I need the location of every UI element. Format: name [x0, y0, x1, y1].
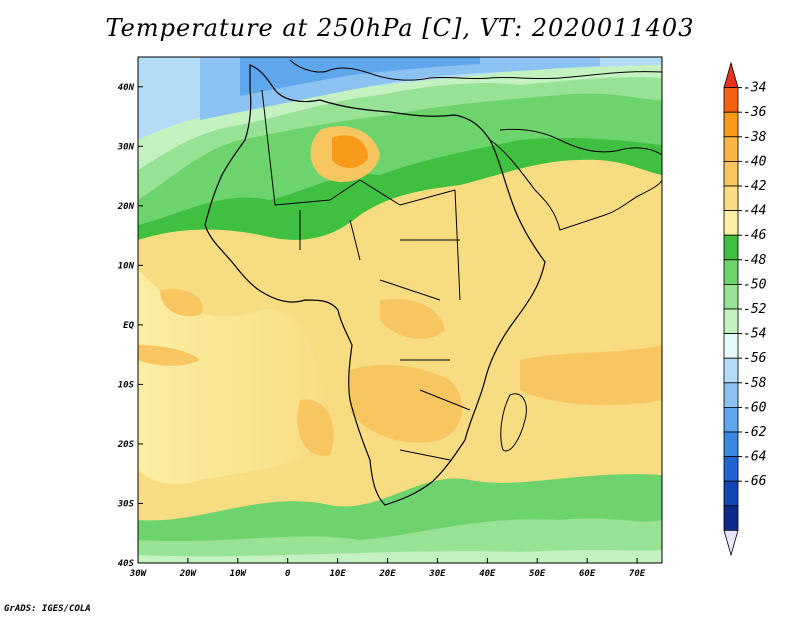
- lat-tick-label: 20S: [117, 440, 135, 450]
- lon-tick-label: 10W: [230, 569, 248, 579]
- colorbar-swatch: [723, 406, 739, 433]
- colorbar-level-label: -40: [743, 154, 767, 169]
- colorbar-level-label: -60: [743, 400, 767, 415]
- colorbar-swatch: [723, 357, 739, 384]
- footer-credit: GrADS: IGES/COLA: [4, 604, 91, 614]
- lon-tick-label: 50E: [529, 569, 546, 579]
- lat-tick-label: 20N: [117, 202, 135, 212]
- colorbar-swatch: [723, 160, 739, 187]
- lat-tick-label: 10S: [118, 380, 135, 390]
- colorbar-level-label: -44: [743, 204, 766, 219]
- lon-tick-label: 30E: [428, 569, 446, 579]
- colorbar-level-label: -64: [743, 450, 766, 465]
- latitude-axis: 40N 30N 20N 10N EQ 10S 20S 30S 40S: [117, 83, 143, 569]
- colorbar-level-label: -34: [743, 81, 766, 96]
- colorbar-swatch: [723, 259, 739, 285]
- colorbar-swatch: [723, 283, 739, 310]
- colorbar-level-label: -56: [743, 351, 767, 366]
- colorbar-swatch: [723, 210, 739, 236]
- lat-tick-label: EQ: [123, 321, 134, 331]
- lat-tick-label: 40N: [118, 83, 135, 93]
- colorbar-swatch: [723, 136, 739, 162]
- map-title: Temperature at 250hPa [C], VT: 202001140…: [105, 14, 695, 42]
- lat-tick-label: 30N: [117, 142, 135, 152]
- colorbar-level-label: -36: [743, 105, 767, 120]
- lat-tick-label: 30S: [117, 499, 135, 509]
- colorbar-swatch: [723, 234, 739, 261]
- colorbar-top-arrow: [723, 61, 739, 88]
- lat-tick-label: 40S: [118, 559, 135, 569]
- map-frame: [137, 56, 663, 564]
- colorbar-swatch: [723, 431, 739, 458]
- lon-tick-label: 70E: [629, 569, 646, 579]
- lon-tick-label: 20W: [179, 569, 198, 579]
- colorbar-swatch: [723, 308, 739, 335]
- colorbar-level-label: -54: [743, 327, 766, 342]
- temperature-field: [138, 57, 662, 563]
- colorbar-level-label: -52: [743, 302, 767, 317]
- colorbar-swatch: [723, 505, 739, 531]
- colorbar-swatch: [723, 333, 739, 359]
- colorbar: -34 -36 -38 -40 -42 -44 -46 -48 -50 -52 -54 -56 -58 -…: [723, 61, 767, 557]
- colorbar-level-label: -58: [743, 376, 767, 391]
- colorbar-level-label: -48: [743, 253, 767, 268]
- coastline-overlay: [204, 59, 662, 506]
- lon-tick-label: 0: [285, 569, 291, 579]
- colorbar-level-label: -42: [743, 179, 767, 194]
- colorbar-level-label: -50: [743, 277, 767, 292]
- lon-tick-label: 30W: [129, 569, 148, 579]
- lon-tick-label: 10E: [329, 569, 346, 579]
- colorbar-swatch: [723, 111, 739, 138]
- lat-tick-label: 10N: [118, 261, 135, 271]
- lon-tick-label: 40E: [479, 569, 496, 579]
- colorbar-level-label: -38: [743, 130, 767, 145]
- colorbar-swatch: [723, 185, 739, 212]
- longitude-axis: 30W 20W 10W 0 10E 20E 30E 40E 50E 60E 70E: [129, 558, 646, 579]
- colorbar-swatch: [723, 480, 739, 507]
- lon-tick-label: 60E: [579, 569, 596, 579]
- colorbar-level-label: -66: [743, 474, 767, 489]
- colorbar-swatch: [723, 382, 739, 408]
- lon-tick-label: 20E: [378, 569, 396, 579]
- colorbar-level-label: -46: [743, 228, 767, 243]
- colorbar-swatch: [723, 456, 739, 482]
- colorbar-level-label: -62: [743, 425, 767, 440]
- colorbar-swatch: [723, 87, 739, 113]
- colorbar-bottom-arrow: [723, 530, 739, 557]
